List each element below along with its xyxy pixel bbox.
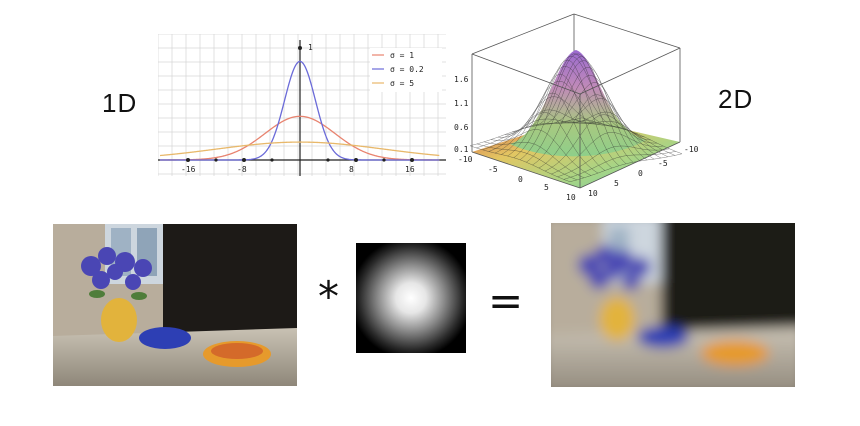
series-line-2 — [159, 141, 440, 157]
z-tick-0: 1.6 — [454, 75, 469, 84]
mesh-line-15-1 — [563, 151, 676, 180]
mesh-line-15-0 — [574, 119, 676, 156]
y-tick-dot — [298, 46, 302, 50]
z-tick-1: 1.1 — [454, 99, 469, 108]
photo-flowers — [81, 247, 152, 290]
photo-blue-bowl — [139, 327, 191, 349]
chart-1d-legend: σ = 1 σ = 0.2 σ = 5 — [370, 48, 442, 92]
mesh-line-16-0 — [581, 117, 683, 154]
z-tick-2: 0.6 — [454, 123, 469, 132]
x-tick-label-2: 8 — [349, 165, 354, 174]
x-tick-3: 5 — [544, 183, 549, 192]
z-axis-ticks: 1.6 1.1 0.6 0.1 — [454, 75, 469, 154]
convolve-operator: * — [318, 272, 339, 321]
x-tick-dot-0 — [186, 158, 190, 162]
series-line-0 — [159, 115, 440, 161]
y-tick-3: 5 — [614, 179, 619, 188]
y-tick-4: 10 — [588, 189, 598, 198]
x-minor-dot-1 — [270, 158, 274, 162]
equals-operator: = — [488, 276, 524, 325]
y-tick-2: 0 — [638, 169, 643, 178]
legend-entry-2: σ = 5 — [390, 79, 414, 88]
x-tick-label-0: -16 — [181, 165, 196, 174]
x-tick-2: 0 — [518, 175, 523, 184]
gaussian-1d-chart: -16 -8 8 16 1 σ = 1 σ = 0.2 σ = 5 — [158, 34, 446, 176]
mesh-line-14-1 — [557, 145, 670, 177]
mesh-line-13-1 — [551, 132, 664, 175]
kernel-gradient — [356, 243, 466, 353]
surface-box-front — [471, 47, 681, 189]
photo-vase — [101, 298, 137, 342]
surface-peak — [510, 50, 646, 157]
photo-dark-window — [163, 224, 297, 348]
x-tick-dot-2 — [354, 158, 358, 162]
x-axis-ticks: -10 -5 0 5 10 — [458, 155, 576, 202]
x-tick-1: -5 — [488, 165, 498, 174]
x-tick-4: 10 — [566, 193, 576, 202]
x-minor-dot-0 — [214, 158, 218, 162]
chart-1d-curves — [159, 60, 440, 161]
output-blurred-content — [551, 223, 795, 387]
mesh-line-16-1 — [569, 153, 683, 182]
gaussian-kernel — [356, 243, 466, 353]
mesh-line-14-0 — [567, 120, 669, 157]
mesh-line-11-0 — [547, 82, 648, 161]
mesh-line-12-1 — [544, 114, 657, 172]
x-minor-dot-3 — [382, 158, 386, 162]
x-tick-0: -10 — [458, 155, 473, 164]
x-tick-dot-1 — [242, 158, 246, 162]
x-tick-dot-3 — [410, 158, 414, 162]
photo-leaves — [89, 290, 147, 300]
mesh-line-13-0 — [560, 111, 662, 159]
input-photo — [53, 224, 297, 386]
y-tick-0: -10 — [684, 145, 699, 154]
chart-1d-ticks: -16 -8 8 16 — [181, 158, 415, 174]
z-tick-3: 0.1 — [454, 145, 469, 154]
y-tick-label: 1 — [308, 43, 313, 52]
mesh-line-8-1 — [519, 53, 633, 160]
x-tick-label-3: 16 — [405, 165, 415, 174]
series-line-1 — [160, 60, 440, 161]
x-minor-dot-2 — [326, 158, 330, 162]
gaussian-2d-surface: 1.6 1.1 0.6 0.1 -10 -5 0 5 10 -10 -5 0 5… — [454, 13, 699, 202]
surface-mesh — [469, 53, 683, 182]
label-2d: 2D — [718, 84, 754, 114]
y-tick-1: -5 — [658, 159, 668, 168]
legend-entry-1: σ = 0.2 — [390, 65, 424, 74]
mesh-line-10-0 — [539, 66, 641, 162]
legend-entry-0: σ = 1 — [390, 51, 414, 60]
output-photo-blurred — [551, 223, 795, 387]
y-axis-ticks: -10 -5 0 5 10 — [588, 145, 699, 198]
mesh-line-12-0 — [553, 98, 655, 160]
x-tick-label-1: -8 — [237, 165, 247, 174]
label-1d: 1D — [102, 88, 138, 118]
mesh-line-9-0 — [532, 56, 634, 163]
photo-orange-bowl-inner — [211, 343, 263, 359]
